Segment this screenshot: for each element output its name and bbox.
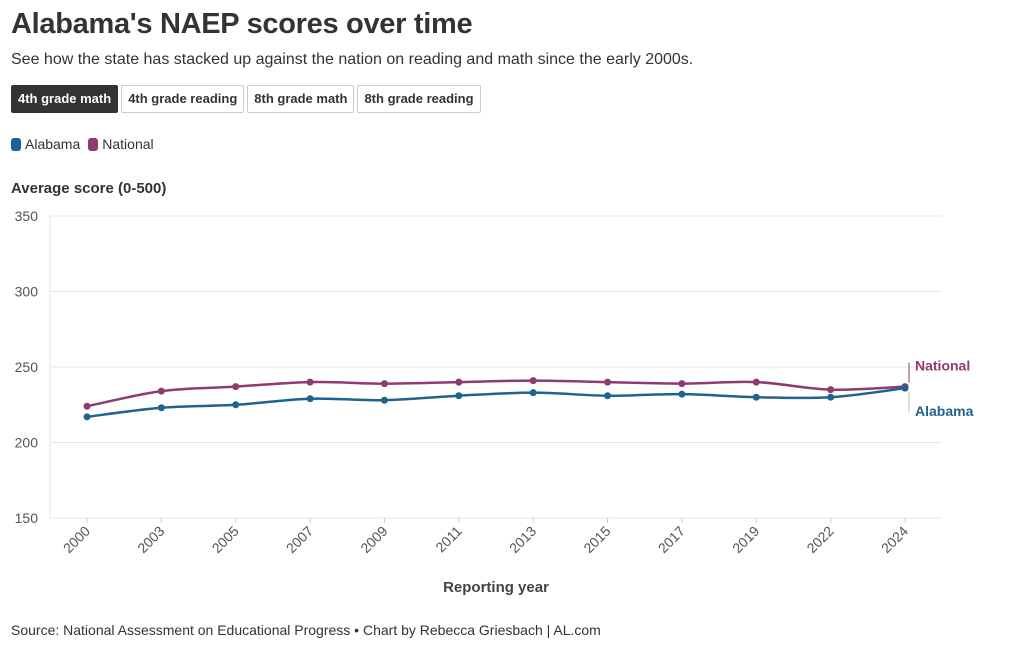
data-point-alabama bbox=[157, 404, 165, 412]
data-point-national bbox=[306, 378, 314, 386]
x-tick-label: 2003 bbox=[134, 523, 167, 556]
data-point-national bbox=[752, 378, 760, 386]
x-tick-label: 2013 bbox=[506, 523, 539, 556]
data-point-alabama bbox=[232, 401, 240, 409]
data-point-alabama bbox=[901, 384, 909, 392]
tab-4th-grade-reading[interactable]: 4th grade reading bbox=[121, 85, 245, 113]
data-point-alabama bbox=[306, 395, 314, 403]
x-tick-label: 2011 bbox=[432, 523, 465, 556]
legend-label-national: National bbox=[102, 136, 154, 152]
legend-item-national: National bbox=[88, 136, 154, 152]
legend-swatch-alabama bbox=[11, 137, 21, 151]
tab-8th-grade-reading[interactable]: 8th grade reading bbox=[357, 85, 481, 113]
data-point-national bbox=[83, 402, 91, 410]
data-point-alabama bbox=[455, 392, 463, 400]
data-point-alabama bbox=[827, 393, 835, 401]
page-subtitle: See how the state has stacked up against… bbox=[11, 51, 694, 68]
y-tick-label: 200 bbox=[15, 435, 39, 451]
y-tick-label: 300 bbox=[15, 284, 39, 300]
x-axis-title: Reporting year bbox=[443, 579, 549, 596]
data-point-alabama bbox=[83, 413, 91, 421]
data-point-national bbox=[678, 380, 686, 388]
grade-subject-tabs: 4th grade math 4th grade reading 8th gra… bbox=[11, 85, 481, 113]
data-point-national bbox=[529, 377, 537, 385]
data-point-national bbox=[827, 386, 835, 394]
x-tick-label: 2000 bbox=[60, 523, 93, 556]
legend-label-alabama: Alabama bbox=[25, 136, 81, 152]
data-point-national bbox=[380, 380, 388, 388]
x-tick-label: 2024 bbox=[878, 523, 911, 556]
x-tick-label: 2022 bbox=[803, 523, 836, 556]
legend-item-alabama: Alabama bbox=[11, 136, 80, 152]
y-axis-title: Average score (0-500) bbox=[11, 180, 167, 197]
data-point-national bbox=[157, 387, 165, 395]
x-tick-label: 2005 bbox=[209, 523, 242, 556]
x-tick-label: 2009 bbox=[357, 523, 390, 556]
x-tick-label: 2007 bbox=[283, 523, 316, 556]
tab-4th-grade-math[interactable]: 4th grade math bbox=[11, 85, 119, 113]
x-tick-label: 2019 bbox=[729, 523, 762, 556]
x-tick-label: 2015 bbox=[580, 523, 613, 556]
chart-legend: Alabama National bbox=[11, 136, 154, 152]
series-line-alabama bbox=[86, 386, 906, 419]
data-point-national bbox=[455, 378, 463, 386]
source-note: Source: National Assessment on Education… bbox=[11, 622, 601, 638]
data-point-alabama bbox=[604, 392, 612, 400]
data-point-alabama bbox=[678, 390, 686, 398]
legend-swatch-national bbox=[88, 137, 99, 151]
tab-8th-grade-math[interactable]: 8th grade math bbox=[247, 85, 355, 113]
y-tick-label: 250 bbox=[15, 359, 39, 375]
data-point-national bbox=[604, 378, 612, 386]
y-tick-label: 350 bbox=[15, 208, 39, 224]
end-label-alabama: Alabama bbox=[915, 403, 974, 419]
page-title: Alabama's NAEP scores over time bbox=[11, 8, 473, 40]
x-tick-label: 2017 bbox=[655, 523, 688, 556]
series-line-national bbox=[86, 379, 906, 408]
data-point-alabama bbox=[529, 389, 537, 397]
data-point-alabama bbox=[380, 396, 388, 404]
y-tick-label: 150 bbox=[15, 510, 39, 526]
data-point-alabama bbox=[752, 393, 760, 401]
end-label-national: National bbox=[915, 358, 970, 374]
data-point-national bbox=[232, 383, 240, 391]
